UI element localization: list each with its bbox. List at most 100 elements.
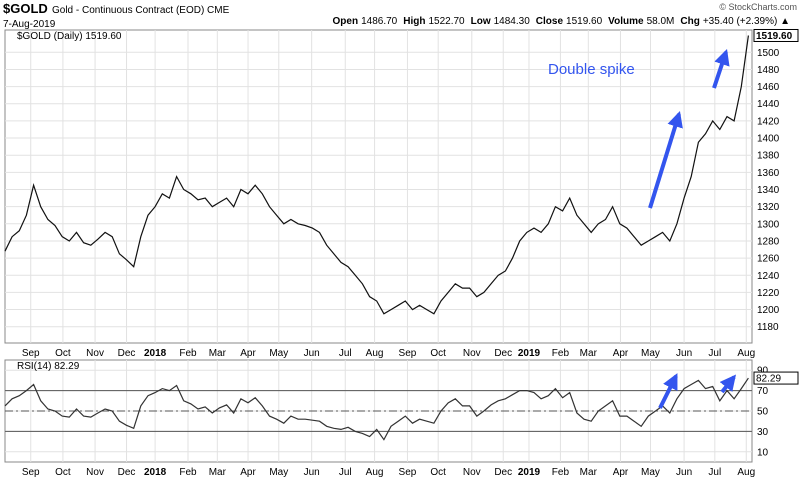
legend: $GOLD (Daily) 1519.60	[17, 31, 122, 42]
x-tick-label: Sep	[399, 348, 417, 359]
y-tick-label: 10	[757, 447, 769, 458]
source: © StockCharts.com	[719, 2, 797, 12]
x-tick-label: May	[641, 348, 660, 359]
y-tick-label: 1360	[757, 168, 780, 179]
x-tick-label: 2018	[144, 467, 167, 478]
annotation: Double spike	[548, 61, 635, 78]
x-tick-label: Nov	[86, 348, 104, 359]
x-tick-label: Jun	[304, 467, 320, 478]
x-tick-label: Dec	[494, 467, 512, 478]
legend: RSI(14) 82.29	[17, 361, 80, 372]
y-tick-label: 1380	[757, 151, 780, 162]
y-tick-label: 1400	[757, 134, 780, 145]
quote-value: 1519.60	[566, 16, 603, 27]
x-tick-label: Feb	[552, 348, 570, 359]
quote-label: Close	[536, 16, 564, 27]
arrow	[719, 374, 736, 394]
x-tick-label: Nov	[86, 467, 104, 478]
y-tick-label: 50	[757, 407, 769, 418]
y-tick-label: 1320	[757, 202, 780, 213]
y-tick-label: 1200	[757, 305, 780, 316]
x-tick-label: 2018	[144, 348, 167, 359]
y-tick-label: 1480	[757, 65, 780, 76]
x-tick-label: Feb	[179, 467, 197, 478]
x-tick-label: Jul	[339, 348, 352, 359]
x-tick-label: Mar	[209, 467, 227, 478]
y-tick-label: 1500	[757, 48, 780, 59]
y-tick-label: 70	[757, 386, 769, 397]
x-tick-label: Jul	[708, 467, 721, 478]
x-tick-label: Jun	[676, 348, 692, 359]
y-tick-label: 1300	[757, 219, 780, 230]
quote-value: 1484.30	[494, 16, 531, 27]
y-tick-label: 1240	[757, 271, 780, 282]
last-box	[753, 28, 799, 42]
date: 7-Aug-2019	[3, 19, 56, 30]
x-tick-label: May	[269, 348, 288, 359]
quote-label: Chg	[680, 16, 699, 27]
last-box	[753, 371, 799, 385]
y-tick-label: 1340	[757, 185, 780, 196]
last-label: 82.29	[756, 374, 781, 385]
x-tick-label: Jun	[304, 348, 320, 359]
series-line	[4, 377, 749, 441]
y-tick-label: 1440	[757, 99, 780, 110]
quote-label: Volume	[608, 16, 644, 27]
x-tick-label: Oct	[430, 467, 446, 478]
arrow	[648, 110, 683, 209]
symbol: $GOLD	[3, 1, 48, 16]
x-tick-label: Oct	[430, 348, 446, 359]
x-tick-label: Apr	[240, 348, 256, 359]
arrow	[712, 48, 730, 89]
x-tick-label: Aug	[737, 467, 755, 478]
arrow	[658, 373, 678, 409]
quote-value: 58.0M	[647, 16, 675, 27]
x-tick-label: Apr	[613, 348, 629, 359]
x-tick-label: Nov	[463, 348, 481, 359]
arrows	[648, 48, 736, 409]
x-tick-label: Mar	[580, 467, 598, 478]
x-tick-label: Jul	[708, 348, 721, 359]
x-tick-label: Dec	[494, 348, 512, 359]
x-tick-label: Oct	[55, 467, 71, 478]
x-tick-label: Sep	[399, 467, 417, 478]
x-tick-label: Sep	[22, 348, 40, 359]
x-tick-label: Mar	[209, 348, 227, 359]
x-tick-label: Feb	[179, 348, 197, 359]
y-tick-label: 1260	[757, 254, 780, 265]
y-tick-label: 1180	[757, 322, 779, 333]
description: Gold - Continuous Contract (EOD) CME	[52, 5, 230, 16]
quote-label: Low	[471, 16, 491, 27]
x-tick-label: Dec	[118, 348, 136, 359]
x-tick-label: Nov	[463, 467, 481, 478]
x-tick-label: Oct	[55, 348, 71, 359]
x-tick-label: Aug	[366, 348, 384, 359]
quote-label: Open	[333, 16, 359, 27]
x-tick-label: Aug	[366, 467, 384, 478]
x-tick-label: Aug	[737, 348, 755, 359]
price-chart: 1180 1200 1220 1240 1260 1280 1300 1320 1340 1360…	[4, 28, 799, 359]
x-tick-label: 2019	[518, 467, 541, 478]
y-tick-label: 1420	[757, 116, 780, 127]
x-tick-label: Sep	[22, 467, 40, 478]
x-tick-label: Jul	[339, 467, 352, 478]
x-tick-label: Apr	[240, 467, 256, 478]
y-tick-label: 1220	[757, 288, 780, 299]
series-line	[4, 35, 749, 315]
x-tick-label: Mar	[580, 348, 598, 359]
price-panel	[4, 29, 753, 344]
last-label: 1519.60	[756, 31, 793, 42]
x-tick-label: Jun	[676, 467, 692, 478]
quote-value: 1522.70	[428, 16, 465, 27]
y-tick-label: 1460	[757, 82, 780, 93]
x-tick-label: Dec	[118, 467, 136, 478]
x-tick-label: Apr	[613, 467, 629, 478]
quote-label: High	[403, 16, 425, 27]
quote-value: 1486.70	[361, 16, 398, 27]
quote-value: +35.40 (+2.39%) ▲	[703, 16, 790, 27]
x-tick-label: May	[269, 467, 288, 478]
y-tick-label: 90	[757, 366, 769, 377]
x-tick-label: 2019	[518, 348, 541, 359]
y-tick-label: 1280	[757, 236, 780, 247]
x-tick-label: Feb	[552, 467, 570, 478]
